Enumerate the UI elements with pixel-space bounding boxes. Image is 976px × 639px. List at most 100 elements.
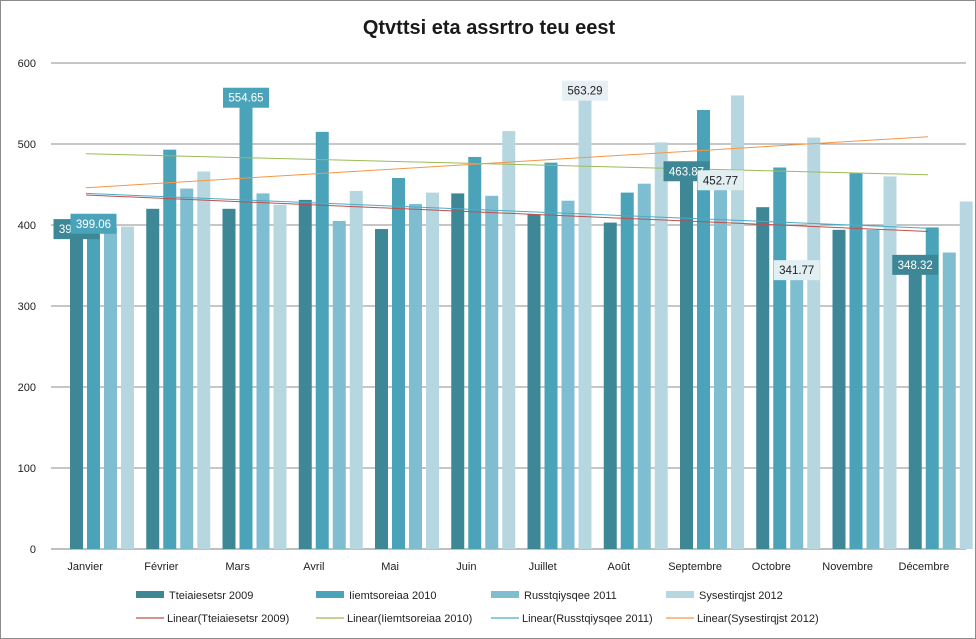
data-label: 452.77 (703, 175, 738, 187)
trendline (85, 192, 929, 229)
bar (409, 203, 422, 549)
bar (146, 208, 160, 550)
bar (502, 131, 516, 550)
bar (637, 183, 651, 549)
bar (866, 229, 880, 550)
bar (925, 227, 939, 549)
bar (756, 207, 770, 549)
x-tick-label: Février (144, 561, 179, 573)
y-tick-label: 500 (18, 139, 36, 151)
bar (544, 162, 558, 549)
trendline (85, 194, 929, 232)
data-label: 399.06 (76, 219, 111, 231)
bar (197, 171, 211, 550)
x-tick-label: Mai (381, 561, 399, 573)
chart-title: Qtvttsi eta assrtro teu eest (363, 17, 616, 39)
bar (256, 193, 270, 549)
y-tick-label: 200 (18, 382, 36, 394)
y-tick-label: 0 (30, 544, 36, 556)
bar (451, 193, 465, 549)
legend-label: Iiemtsoreiaa 2010 (349, 590, 436, 602)
bar (121, 226, 134, 549)
bar (180, 188, 194, 550)
x-axis: Janvier Février Mars Avril Mai Juin Juillet Aoû… (67, 561, 949, 573)
trendlines (85, 136, 929, 232)
bar (942, 252, 956, 550)
bar (790, 272, 804, 549)
bar (849, 173, 863, 549)
bar (273, 204, 287, 549)
legend-trend-label: Linear(Iiemtsoreiaa 2010) (347, 613, 472, 625)
bar (731, 95, 744, 550)
bar (315, 131, 329, 549)
x-tick-label: Septembre (668, 561, 722, 573)
data-label: 554.65 (228, 93, 263, 105)
data-label-box (562, 80, 608, 101)
legend-swatch (136, 591, 164, 598)
data-label: 463.87 (669, 166, 704, 178)
x-tick-label: Juin (456, 561, 476, 573)
x-tick-label: Mars (225, 561, 250, 573)
x-tick-label: Juillet (529, 561, 557, 573)
data-label-box (773, 260, 820, 281)
data-label: 341.77 (779, 265, 814, 277)
bar (883, 176, 897, 549)
bar (239, 99, 253, 550)
legend: Tteiaiesetsr 2009 Iiemtsoreiaa 2010 Russtq… (136, 590, 819, 625)
legend-trend-label: Linear(Russtqiysqee 2011) (522, 613, 653, 625)
trendline (85, 153, 929, 176)
x-tick-label: Octobre (752, 561, 791, 573)
data-label: 563.29 (567, 86, 602, 98)
bar (959, 201, 973, 549)
bar (426, 192, 439, 549)
data-labels: 392.45399.06554.65563.29463.87452.77341.… (53, 80, 939, 281)
x-tick-label: Novembre (822, 561, 873, 573)
bar (70, 231, 83, 550)
data-label-box (892, 254, 939, 275)
bar (807, 137, 821, 549)
data-label: 348.32 (898, 260, 933, 272)
x-tick-label: Août (608, 561, 631, 573)
x-tick-label: Janvier (67, 561, 103, 573)
bar (298, 199, 312, 549)
bar (714, 182, 727, 550)
data-label-box (70, 213, 117, 234)
bar (163, 149, 177, 550)
y-tick-label: 100 (18, 463, 36, 475)
legend-swatch (491, 591, 519, 598)
y-tick-label: 600 (18, 58, 36, 70)
bar (620, 192, 634, 549)
bar (832, 229, 846, 550)
data-label-box (697, 170, 744, 191)
trendline (85, 136, 929, 189)
bar (392, 178, 405, 549)
bar (349, 190, 363, 550)
y-axis: 0 100 200 300 400 500 600 (18, 58, 36, 556)
bar (680, 173, 693, 549)
y-tick-label: 400 (18, 220, 36, 232)
bar (527, 214, 541, 549)
bar (222, 208, 236, 550)
data-label-box (223, 87, 269, 108)
legend-label: Sysestirqjst 2012 (699, 590, 783, 602)
bar (104, 227, 117, 549)
x-tick-label: Décembre (899, 561, 950, 573)
bar (697, 109, 710, 549)
bar (375, 229, 388, 550)
bar-series (70, 92, 973, 550)
y-tick-label: 300 (18, 301, 36, 313)
bar (468, 156, 482, 549)
legend-label: Tteiaiesetsr 2009 (169, 590, 253, 602)
bar (485, 195, 499, 549)
x-tick-label: Avril (303, 561, 324, 573)
legend-label: Russtqiysqee 2011 (524, 590, 617, 602)
bar (908, 266, 922, 549)
bar (87, 225, 100, 549)
legend-trend-label: Linear(Tteiaiesetsr 2009) (167, 613, 289, 625)
bar (603, 222, 617, 549)
bar (654, 142, 668, 549)
legend-swatch (666, 591, 694, 598)
bar (578, 92, 592, 549)
